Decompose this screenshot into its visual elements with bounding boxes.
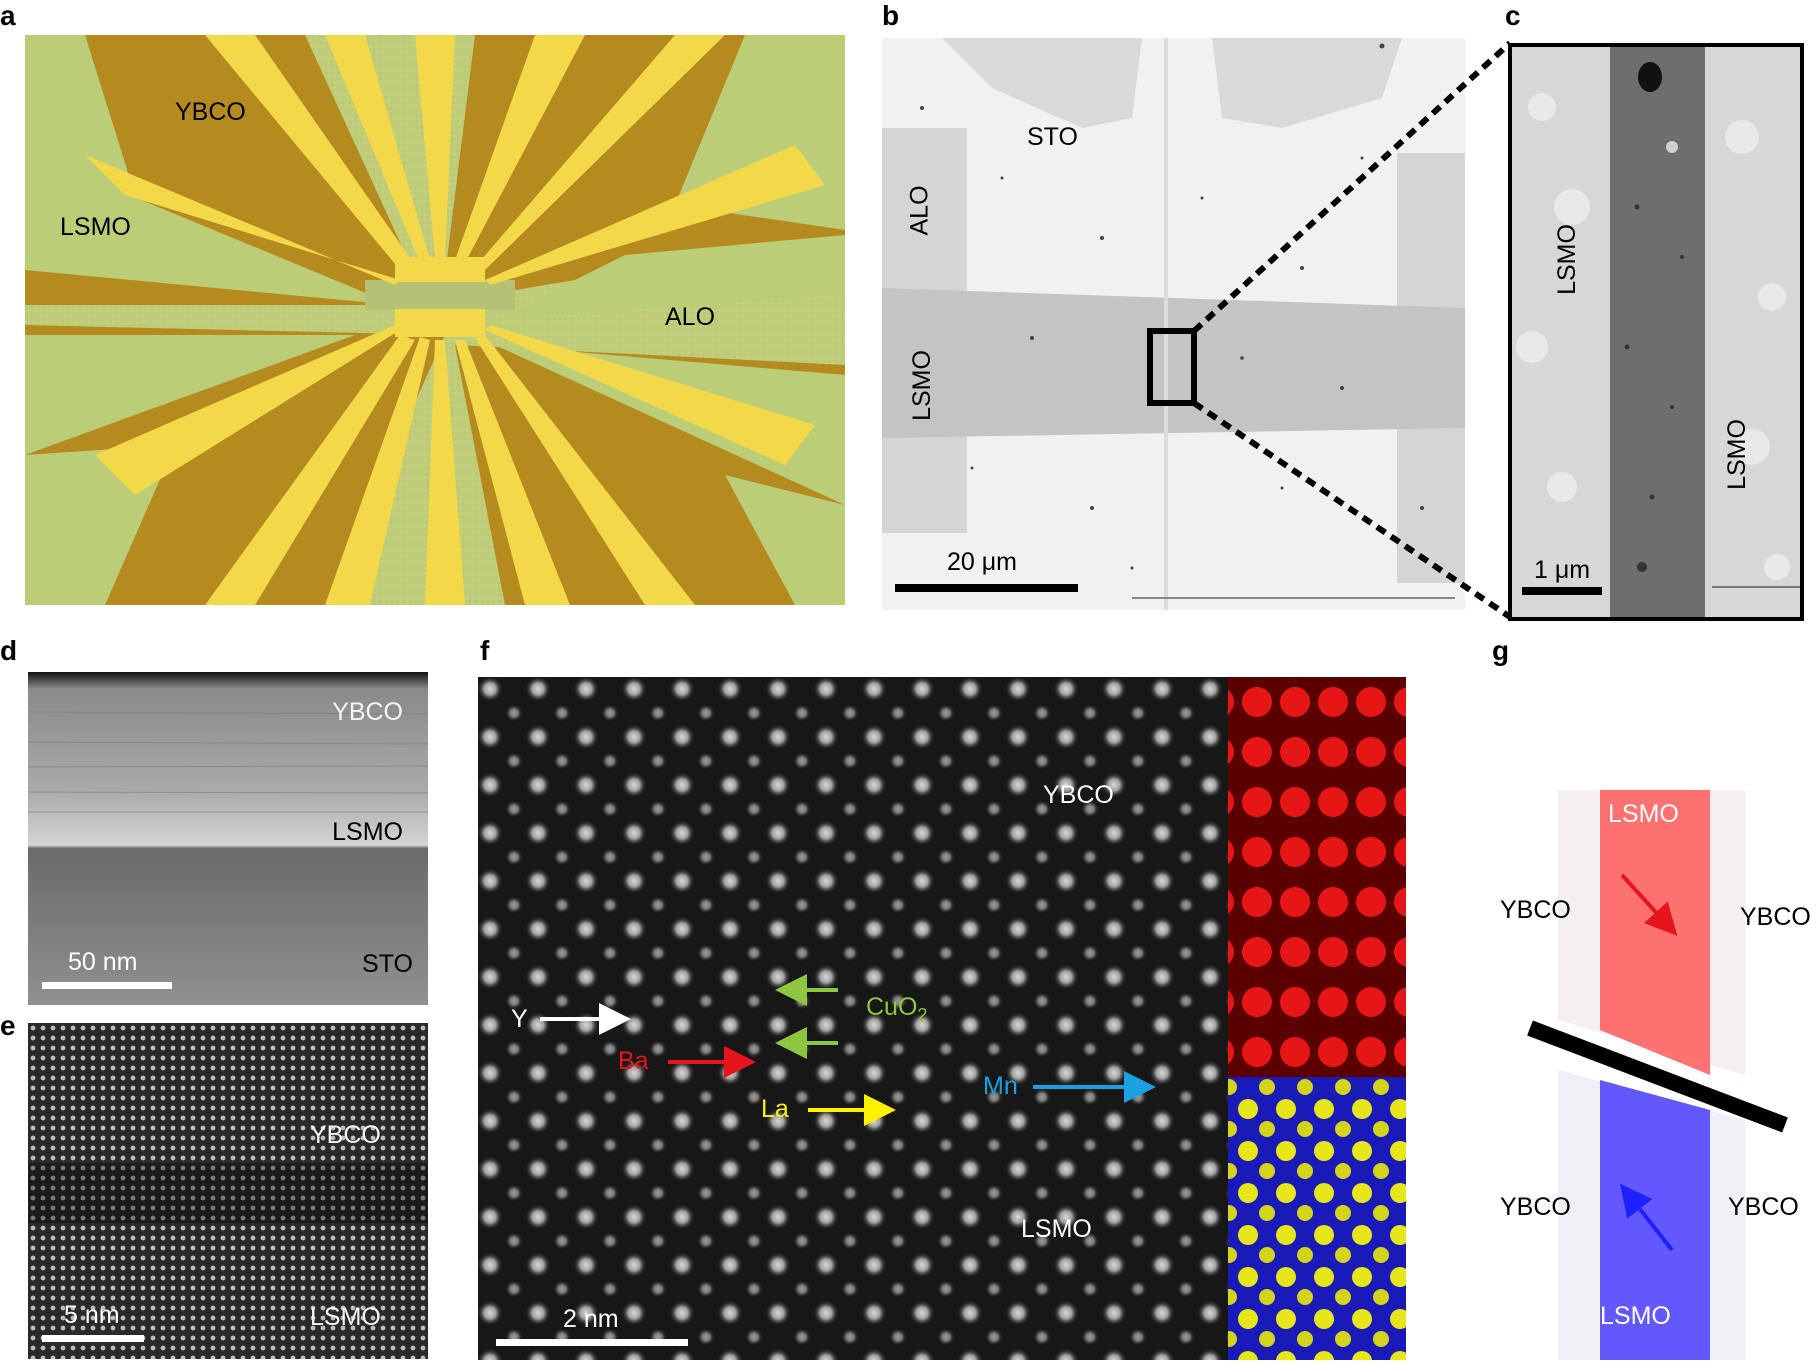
panel-f-scale-bar-label: 2 nm xyxy=(563,1305,619,1333)
panel-d-layers-drawing xyxy=(28,672,428,1005)
panel-g-red-arrow xyxy=(1620,873,1678,936)
panel-c-lsmo-right-label: LSMO xyxy=(1722,419,1751,490)
panel-label-c: c xyxy=(1505,0,1521,31)
panel-d-lsmo-label: LSMO xyxy=(332,818,403,846)
panel-f-ybco-label: YBCO xyxy=(1043,781,1114,809)
panel-f-mn-label: Mn xyxy=(983,1072,1018,1100)
panel-c-zoom-image: LSMO LSMO 1 μm xyxy=(1508,43,1804,621)
panel-a-ybco-label: YBCO xyxy=(175,98,246,126)
panel-label-g: g xyxy=(1492,635,1510,666)
panel-label-d: d xyxy=(0,635,18,666)
panel-g-blue-arrow xyxy=(1620,1183,1674,1252)
panel-f-stem-image: YBCO LSMO Y Ba CuO2 La Mn 2 nm xyxy=(478,677,1406,1360)
panel-e-scale-bar xyxy=(42,1335,144,1342)
panel-g-ybco-bottom-right-label: YBCO xyxy=(1728,1193,1799,1221)
panel-c-channel-drawing xyxy=(1512,47,1800,617)
panel-b-lsmo-label: LSMO xyxy=(907,350,936,421)
panel-e-ybco-label: YBCO xyxy=(310,1121,381,1149)
panel-a-alo-label: ALO xyxy=(665,303,716,331)
panel-label-a: a xyxy=(0,0,16,31)
panel-g-magnetic-image: LSMO LSMO YBCO YBCO YBCO YBCO xyxy=(1500,770,1818,1360)
panel-g-lsmo-bottom-label: LSMO xyxy=(1600,1302,1671,1330)
panel-g-ybco-top-right-label: YBCO xyxy=(1740,903,1811,931)
panel-a-lsmo-label: LSMO xyxy=(60,213,131,241)
panel-e-hrtem-image: YBCO LSMO 5 nm xyxy=(28,1023,428,1359)
panel-d-sto-label: STO xyxy=(362,950,413,978)
panel-d-scale-bar-label: 50 nm xyxy=(68,948,138,976)
panel-b-scale-bar xyxy=(895,584,1078,592)
panel-b-sem-image: STO ALO LSMO 20 μm xyxy=(882,38,1465,610)
panel-g-ybco-bottom-left-label: YBCO xyxy=(1500,1193,1571,1221)
panel-e-scale-bar-label: 5 nm xyxy=(64,1301,120,1329)
panel-a-optical-image: YBCO LSMO ALO xyxy=(25,35,845,605)
panel-b-scale-bar-label: 20 μm xyxy=(947,548,1017,576)
panel-d-scale-bar xyxy=(42,982,172,989)
panel-g-domain-drawing xyxy=(1527,790,1788,1360)
panel-e-lattice-drawing xyxy=(28,1023,428,1359)
panel-f-scale-bar xyxy=(496,1339,688,1346)
panel-f-ba-label: Ba xyxy=(618,1047,649,1075)
panel-e-lsmo-label: LSMO xyxy=(310,1303,381,1331)
panel-f-la-label: La xyxy=(761,1095,789,1123)
panel-label-e: e xyxy=(0,1010,16,1041)
panel-g-ybco-top-left-label: YBCO xyxy=(1500,896,1571,924)
panel-f-y-label: Y xyxy=(511,1005,528,1033)
panel-d-ybco-label: YBCO xyxy=(332,698,403,726)
panel-g-lsmo-top-label: LSMO xyxy=(1608,800,1679,828)
panel-a-device-drawing xyxy=(25,35,845,605)
panel-f-atomic-lattice xyxy=(478,677,1406,1360)
panel-b-sto-label: STO xyxy=(1027,123,1078,151)
panel-g-interface-bar xyxy=(1527,1020,1788,1133)
panel-b-device-drawing xyxy=(882,38,1465,610)
panel-label-f: f xyxy=(480,635,490,666)
panel-b-alo-label: ALO xyxy=(905,185,934,236)
panel-c-scale-bar xyxy=(1522,587,1602,595)
panel-f-lsmo-label: LSMO xyxy=(1021,1215,1092,1243)
panel-label-b: b xyxy=(882,0,900,31)
panel-c-scale-bar-label: 1 μm xyxy=(1534,556,1591,584)
panel-c-lsmo-left-label: LSMO xyxy=(1552,224,1581,295)
panel-f-cuo2-label: CuO2 xyxy=(866,993,928,1025)
panel-d-cross-section-image: YBCO LSMO STO 50 nm xyxy=(28,672,428,1005)
